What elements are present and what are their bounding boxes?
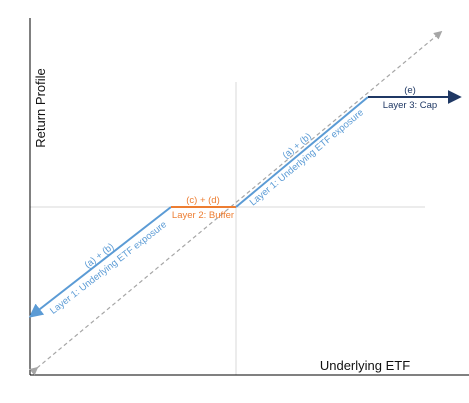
buffer-top-label: (c) + (d) [186,195,220,206]
buffer-bottom-label: Layer 2: Buffer [172,210,234,221]
x-axis-label: Underlying ETF [320,358,410,373]
y-axis-label: Return Profile [33,68,48,147]
lower-layer1-segment [28,206,172,318]
reference-line-dashed [29,30,443,376]
cap-top-label: (e) [404,85,416,96]
upper-layer1-segment [235,96,369,208]
upper-segment-bottom-label: Layer 1: Underlying ETF exposure [248,107,366,208]
lower-segment-bottom-label: Layer 1: Underlying ETF exposure [48,219,169,317]
cap-bottom-label: Layer 3: Cap [383,100,437,111]
